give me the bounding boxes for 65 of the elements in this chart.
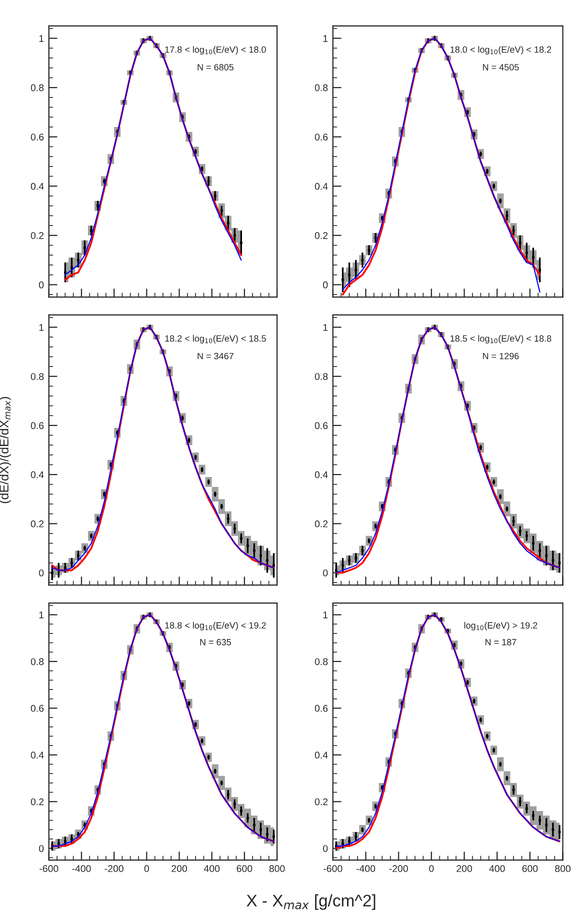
x-tick-label: -600: [324, 865, 342, 872]
y-tick-label: 0.2: [30, 798, 44, 806]
x-tick-label: 200: [172, 865, 187, 872]
annotation: N = 187: [486, 638, 516, 646]
y-tick-label: 0.6: [314, 704, 328, 712]
y-tick-label: 1: [39, 35, 44, 42]
y-tick-label: 0: [39, 569, 44, 576]
y-tick-label: 0.6: [30, 704, 44, 712]
annotation: N = 6805: [198, 64, 234, 70]
y-tick-label: 0.2: [314, 232, 328, 240]
annotation: 18.5 < log$_{10}$(E/eV) < 18.8: [450, 335, 552, 344]
x-tick-label: 600: [522, 865, 538, 872]
y-tick-label: 0.8: [314, 373, 328, 380]
annotation: 18.8 < log$_{10}$(E/eV) < 19.2: [165, 622, 266, 630]
y-tick-label: 0.8: [314, 658, 328, 666]
y-tick-label: 0.4: [30, 471, 44, 478]
y-tick-label: 0.8: [30, 658, 44, 666]
x-tick-label: -400: [72, 865, 91, 872]
y-tick-label: 0.8: [314, 84, 328, 92]
y-tick-label: 1: [39, 324, 44, 331]
y-tick-label: 0.6: [30, 134, 44, 140]
x-tick-label: -400: [356, 865, 376, 872]
annotation: N = 4505: [483, 64, 519, 70]
x-tick-label: -200: [389, 865, 408, 872]
annotation: log$_{10}$(E/eV) > 19.2: [464, 622, 538, 630]
y-tick-label: 0.2: [30, 520, 44, 528]
x-tick-label: 200: [456, 865, 472, 872]
annotation: 18.0 < log$_{10}$(E/eV) < 18.2: [450, 46, 552, 55]
y-tick-label: 0: [323, 569, 328, 576]
y-tick-label: 0.8: [30, 84, 44, 92]
y-tick-label: 0: [39, 845, 44, 852]
y-tick-label: 1: [323, 612, 328, 618]
y-tick-label: 0.4: [314, 752, 328, 759]
annotation: N = 635: [200, 638, 231, 646]
x-tick-label: 400: [489, 865, 505, 872]
y-tick-label: 0.2: [30, 232, 44, 240]
y-tick-label: 0.4: [314, 182, 328, 190]
y-tick-label: 0.2: [314, 520, 328, 528]
annotation: 18.2 < log$_{10}$(E/eV) < 18.5: [165, 335, 266, 344]
x-tick-label: 600: [236, 865, 252, 872]
x-tick-label: 800: [269, 865, 285, 872]
y-tick-label: 0.6: [30, 422, 44, 430]
x-tick-label: 400: [204, 865, 220, 872]
annotation: N = 1296: [483, 352, 519, 360]
y-tick-label: 0.6: [314, 422, 328, 430]
annotation: 17.8 < log$_{10}$(E/eV) < 18.0: [165, 46, 266, 55]
y-tick-label: 0.4: [30, 752, 44, 759]
x-tick-label: 0: [429, 865, 434, 872]
y-tick-label: 0.6: [314, 134, 328, 140]
x-tick-label: -600: [40, 865, 58, 872]
y-tick-label: 0: [323, 281, 328, 288]
y-tick-label: 0: [39, 281, 44, 288]
x-tick-label: 800: [555, 865, 571, 872]
x-axis-title: X - X$_{max}$ [g/cm^2]: [246, 894, 376, 910]
y-tick-label: 0: [323, 845, 328, 852]
y-tick-label: 0.8: [30, 373, 44, 380]
y-tick-label: 0.4: [314, 471, 328, 478]
annotation: N = 3467: [198, 352, 234, 360]
x-tick-label: 0: [144, 865, 149, 872]
y-tick-label: 1: [323, 35, 328, 42]
y-tick-label: 1: [39, 612, 44, 618]
y-tick-label: 0.4: [30, 182, 44, 190]
y-tick-label: 1: [323, 324, 328, 331]
y-tick-label: 0.2: [314, 798, 328, 806]
x-tick-label: -200: [104, 865, 124, 872]
